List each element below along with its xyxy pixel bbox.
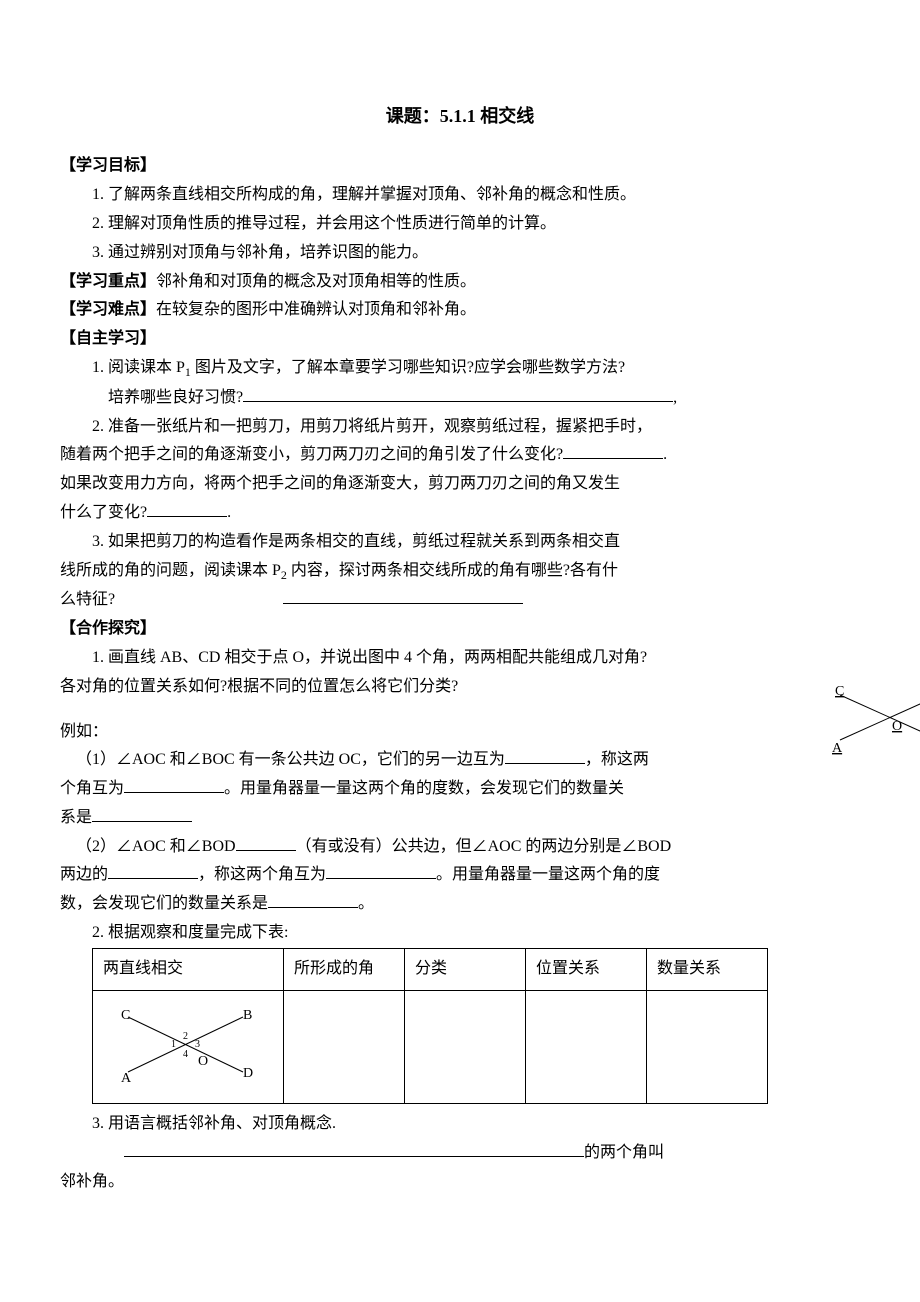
selfstudy-p1b: 图片及文字，了解本章要学习哪些知识?应学会哪些数学方法? <box>191 359 625 376</box>
coop-q3c: 邻补角。 <box>60 1168 860 1197</box>
objectives-head: 【学习目标】 <box>60 152 860 181</box>
selfstudy-p3-line2: 线所成的角的问题，阅读课本 P2 内容，探讨两条相交线所成的角有哪些?各有什 <box>60 557 860 587</box>
coop-q1b: 各对角的位置关系如何?根据不同的位置怎么将它们分类? <box>60 673 860 702</box>
tlabel-2: 2 <box>183 1031 188 1042</box>
coop-e2g: 。 <box>358 895 374 912</box>
objective-3: 3. 通过辨别对顶角与邻补角，培养识图的能力。 <box>60 239 860 268</box>
coop-e2-line3: 数，会发现它们的数量关系是 。 <box>60 890 860 919</box>
coop-e1d: 。用量角器量一量这两个角的度数，会发现它们的数量关 <box>224 780 624 797</box>
keypoint-head: 【学习重点】 <box>60 273 156 290</box>
label-O: O <box>892 719 902 734</box>
coop-q3-blank: 的两个角叫 <box>60 1139 860 1168</box>
coop-eg: 例如： <box>60 718 860 747</box>
tlabel-4: 4 <box>183 1049 188 1060</box>
selfstudy-p1a: 1. 阅读课本 P <box>92 359 185 376</box>
coop-e2c: 两边的 <box>60 866 108 883</box>
label-C: C <box>835 684 844 699</box>
selfstudy-p3-line1: 3. 如果把剪刀的构造看作是两条相交的直线，剪纸过程就关系到两条相交直 <box>60 528 860 557</box>
label-A: A <box>832 741 843 756</box>
difficulty-line: 【学习难点】在较复杂的图形中准确辨认对顶角和邻补角。 <box>60 296 860 325</box>
objectives-head-text: 【学习目标】 <box>60 157 156 174</box>
coop-e1-line1: （1）∠AOC 和∠BOC 有一条公共边 OC，它们的另一边互为 ，称这两 <box>60 746 860 775</box>
coop-q1a: 1. 画直线 AB、CD 相交于点 O，并说出图中 4 个角，两两相配共能组成几… <box>60 644 860 673</box>
coop-e1-line3: 系是 <box>60 804 860 833</box>
cell-class <box>405 990 526 1104</box>
objective-1: 1. 了解两条直线相交所构成的角，理解并掌握对顶角、邻补角的概念和性质。 <box>60 181 860 210</box>
cell-figure: C B A D O 1 2 3 4 <box>93 990 284 1104</box>
blank-change2 <box>147 500 227 517</box>
keypoint-line: 【学习重点】邻补角和对顶角的概念及对顶角相等的性质。 <box>60 268 860 297</box>
blank-e2-4 <box>268 891 358 908</box>
blank-habits <box>243 385 673 402</box>
tlabel-1: 1 <box>171 1039 176 1050</box>
selfstudy-p1-line2: 培养哪些良好习惯?, <box>60 384 860 413</box>
selfstudy-p3d: 么特征? <box>60 591 115 608</box>
coop-e2d: ，称这两个角互为 <box>198 866 326 883</box>
coop-e1e: 系是 <box>60 809 92 826</box>
table-intersecting-lines-icon: C B A D O 1 2 3 4 <box>103 997 263 1087</box>
blank-e1-2 <box>124 776 224 793</box>
th-0: 两直线相交 <box>93 948 284 990</box>
th-4: 数量关系 <box>647 948 768 990</box>
selfstudy-p3b: 线所成的角的问题，阅读课本 P <box>60 562 281 579</box>
cell-quantity <box>647 990 768 1104</box>
selfstudy-p2-line1: 2. 准备一张纸片和一把剪刀，用剪刀将纸片剪开，观察剪纸过程，握紧把手时， <box>60 413 860 442</box>
selfstudy-p3-line3: 么特征? <box>60 586 860 615</box>
coop-e1a: （1）∠AOC 和∠BOC 有一条公共边 OC，它们的另一边互为 <box>76 751 505 768</box>
th-3: 位置关系 <box>526 948 647 990</box>
difficulty-head: 【学习难点】 <box>60 301 156 318</box>
coop-q2: 2. 根据观察和度量完成下表: <box>60 919 860 948</box>
intersecting-lines-icon: C B A D O <box>830 680 920 760</box>
tlabel-3: 3 <box>195 1039 200 1050</box>
coop-e2b: （有或没有）公共边，但∠AOC 的两边分别是∠BOD <box>296 838 672 855</box>
blank-e1-1 <box>505 747 585 764</box>
cell-angles <box>284 990 405 1104</box>
page-title: 课题：5.1.1 相交线 <box>60 100 860 132</box>
coop-e2f: 数，会发现它们的数量关系是 <box>60 895 268 912</box>
coop-e1c: 个角互为 <box>60 780 124 797</box>
blank-def <box>124 1140 584 1157</box>
selfstudy-p2d: 什么了变化? <box>60 504 147 521</box>
selfstudy-p2-line2: 随着两个把手之间的角逐渐变小，剪刀两刀刃之间的角引发了什么变化?. <box>60 441 860 470</box>
selfstudy-p2b: 随着两个把手之间的角逐渐变小，剪刀两刀刃之间的角引发了什么变化? <box>60 446 563 463</box>
coop-e1-line2: 个角互为 。用量角器量一量这两个角的度数，会发现它们的数量关 <box>60 775 860 804</box>
selfstudy-p2-line3: 如果改变用力方向，将两个把手之间的角逐渐变大，剪刀两刀刃之间的角又发生 <box>60 470 860 499</box>
tlabel-C: C <box>121 1008 130 1023</box>
coop-e2e: 。用量角器量一量这两个角的度 <box>436 866 660 883</box>
coop-q3b: 的两个角叫 <box>584 1144 664 1161</box>
selfstudy-head: 【自主学习】 <box>60 325 860 354</box>
selfstudy-p1c: 培养哪些良好习惯? <box>108 389 243 406</box>
keypoint-text: 邻补角和对顶角的概念及对顶角相等的性质。 <box>156 273 476 290</box>
tlabel-A: A <box>121 1071 132 1086</box>
table-row: C B A D O 1 2 3 4 <box>93 990 768 1104</box>
coop-e1b: ，称这两 <box>585 751 649 768</box>
difficulty-text: 在较复杂的图形中准确辨认对顶角和邻补角。 <box>156 301 476 318</box>
coop-e2a: （2）∠AOC 和∠BOD <box>76 838 236 855</box>
coop-q3: 3. 用语言概括邻补角、对顶角概念. <box>60 1110 860 1139</box>
objective-2: 2. 理解对顶角性质的推导过程，并会用这个性质进行简单的计算。 <box>60 210 860 239</box>
blank-change1 <box>563 442 663 459</box>
blank-e2-3 <box>326 862 436 879</box>
observation-table: 两直线相交 所形成的角 分类 位置关系 数量关系 C B A D O 1 2 3… <box>92 948 768 1105</box>
th-1: 所形成的角 <box>284 948 405 990</box>
selfstudy-p2-line4: 什么了变化?. <box>60 499 860 528</box>
side-figure: C B A D O <box>830 680 920 760</box>
coop-e2-line1: （2）∠AOC 和∠BOD （有或没有）公共边，但∠AOC 的两边分别是∠BOD <box>60 833 860 862</box>
table-header-row: 两直线相交 所形成的角 分类 位置关系 数量关系 <box>93 948 768 990</box>
blank-e1-3 <box>92 805 192 822</box>
blank-e2-1 <box>236 834 296 851</box>
tlabel-O: O <box>198 1054 208 1069</box>
cell-position <box>526 990 647 1104</box>
coop-head-text: 【合作探究】 <box>60 620 156 637</box>
blank-e2-2 <box>108 862 198 879</box>
th-2: 分类 <box>405 948 526 990</box>
tlabel-D: D <box>243 1066 253 1081</box>
selfstudy-p1-line1: 1. 阅读课本 P1 图片及文字，了解本章要学习哪些知识?应学会哪些数学方法? <box>60 354 860 384</box>
blank-features <box>283 587 523 604</box>
coop-e2-line2: 两边的 ，称这两个角互为 。用量角器量一量这两个角的度 <box>60 861 860 890</box>
tlabel-B: B <box>243 1008 252 1023</box>
selfstudy-p3c: 内容，探讨两条相交线所成的角有哪些?各有什 <box>287 562 618 579</box>
selfstudy-head-text: 【自主学习】 <box>60 330 156 347</box>
coop-head: 【合作探究】 <box>60 615 860 644</box>
